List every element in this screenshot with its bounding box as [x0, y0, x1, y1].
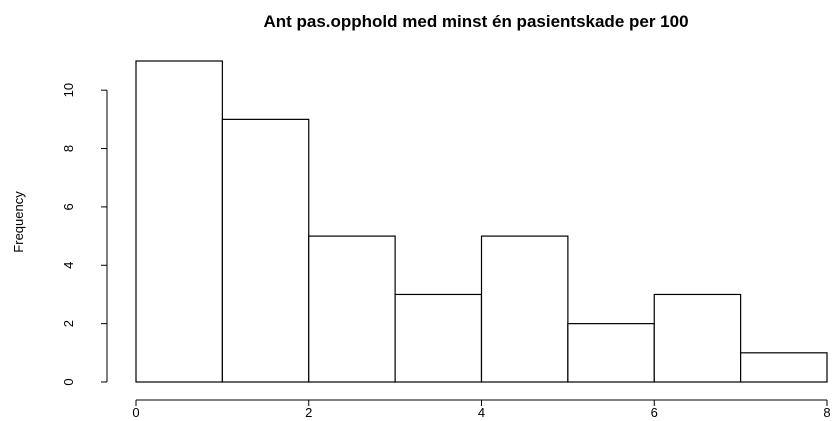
y-tick-label: 4: [61, 262, 76, 269]
chart-title: Ant pas.opphold med minst én pasientskad…: [263, 12, 688, 31]
histogram-bar: [308, 235, 396, 383]
histogram-bar: [653, 293, 742, 383]
histogram-bar: [394, 293, 483, 383]
x-tick-label: 6: [651, 405, 658, 420]
y-axis-label: Frequency: [11, 191, 26, 253]
y-tick-label: 8: [61, 145, 76, 152]
x-tick-label: 4: [478, 405, 485, 420]
y-tick-label: 2: [61, 320, 76, 327]
bars-group: [135, 60, 828, 383]
y-tick-label: 6: [61, 203, 76, 210]
x-tick-label: 2: [305, 405, 312, 420]
histogram-bar: [480, 235, 569, 383]
histogram-bar: [567, 323, 655, 383]
histogram-bar: [221, 118, 310, 383]
y-tick-label: 10: [61, 83, 76, 97]
x-axis: 0 2 4 6 8: [132, 399, 831, 420]
y-axis: 0 2 4 6 8 10: [61, 83, 108, 386]
x-tick-label: 0: [132, 405, 139, 420]
y-tick-label: 0: [61, 378, 76, 385]
histogram-bar: [740, 352, 828, 383]
x-tick-label: 8: [823, 405, 830, 420]
histogram-bar: [135, 60, 223, 383]
